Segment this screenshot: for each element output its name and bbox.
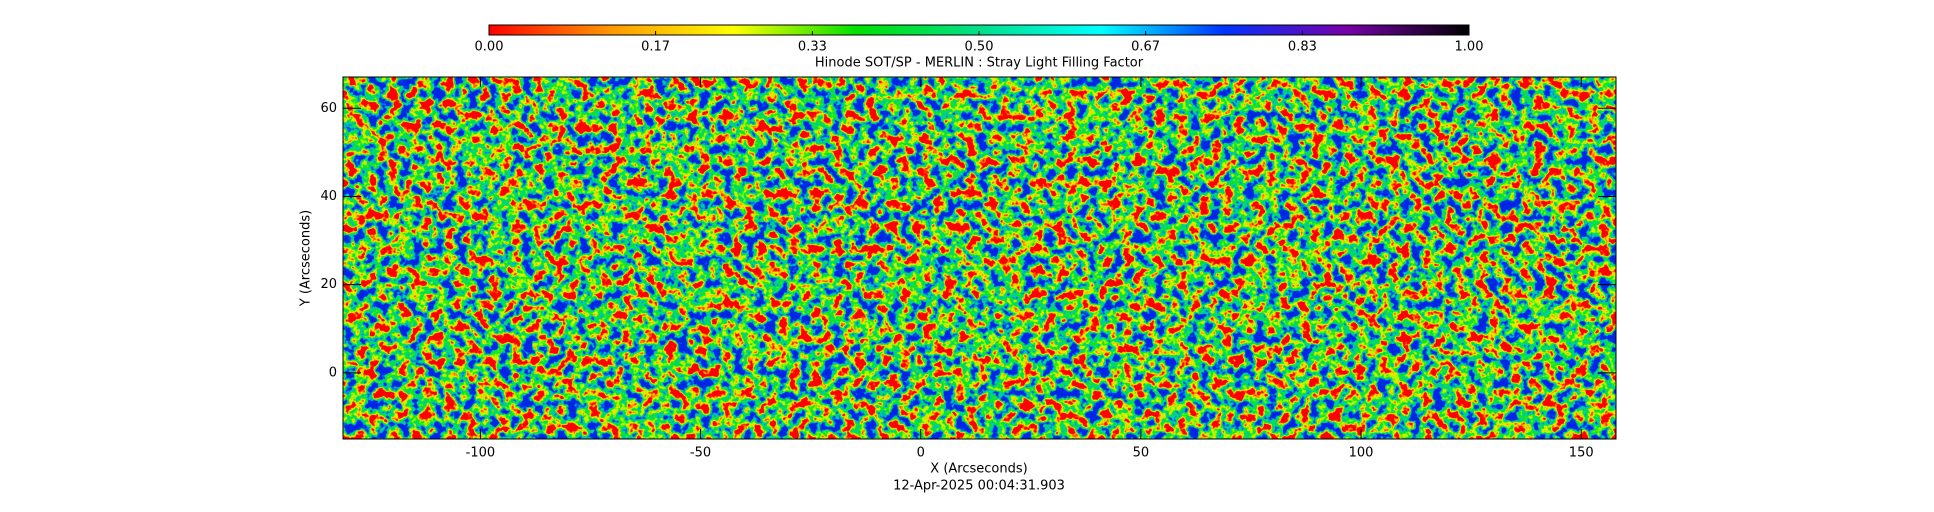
- x-axis-label: X (Arcseconds): [930, 462, 1027, 477]
- x-tick-label: -50: [690, 446, 711, 461]
- timestamp: 12-Apr-2025 00:04:31.903: [893, 479, 1065, 494]
- y-tick-label: 0: [329, 365, 337, 380]
- colorbar-tick-label: 0.67: [1131, 40, 1160, 55]
- y-tick-label: 40: [320, 189, 337, 204]
- colorbar-tick-label: 0.83: [1288, 40, 1317, 55]
- colorbar-tick-label: 0.33: [798, 40, 827, 55]
- x-tick-label: 50: [1133, 446, 1150, 461]
- heatmap-image: [343, 77, 1616, 439]
- x-tick-label: 150: [1569, 446, 1594, 461]
- plot-frame: [342, 76, 1617, 440]
- x-tick-label: 100: [1349, 446, 1374, 461]
- y-tick-label: 20: [320, 277, 337, 292]
- x-tick-label: 0: [917, 446, 925, 461]
- colorbar-tick-label: 1.00: [1455, 40, 1484, 55]
- x-tick-label: -100: [466, 446, 496, 461]
- y-tick-label: 60: [320, 101, 337, 116]
- colorbar-tick-label: 0.50: [965, 40, 994, 55]
- y-axis-label: Y (Arcseconds): [299, 210, 314, 307]
- chart-title: Hinode SOT/SP - MERLIN : Stray Light Fil…: [815, 56, 1144, 71]
- colorbar-tick-label: 0.00: [475, 40, 504, 55]
- colorbar-tick-label: 0.17: [641, 40, 670, 55]
